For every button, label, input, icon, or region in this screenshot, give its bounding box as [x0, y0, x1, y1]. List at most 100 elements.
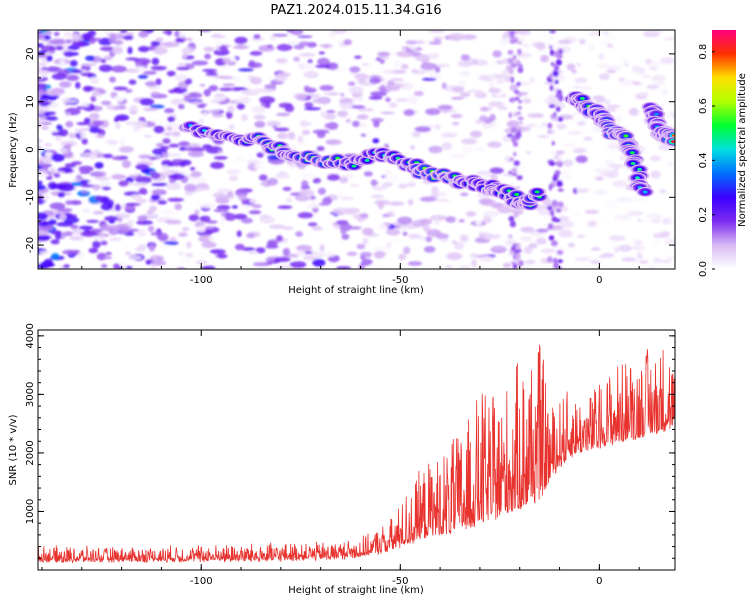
noise-blob	[341, 233, 350, 240]
snr-ticks: -100 -50 0 1000 2000 3000 4000	[25, 323, 675, 587]
noise-blob	[134, 121, 148, 129]
noise-blob	[153, 46, 168, 55]
noise-blob	[516, 258, 520, 264]
noise-blob	[372, 246, 389, 251]
noise-blob	[101, 100, 112, 106]
noise-blob	[557, 160, 562, 165]
noise-blob	[68, 132, 78, 139]
noise-blob	[517, 48, 522, 55]
noise-blob	[217, 149, 223, 154]
noise-blob	[395, 98, 409, 102]
noise-blob	[517, 64, 524, 67]
noise-blob	[98, 64, 113, 73]
noise-blob	[651, 75, 667, 82]
noise-blob	[128, 105, 139, 113]
noise-blob	[246, 233, 256, 239]
noise-blob	[312, 251, 325, 259]
noise-blob	[407, 96, 419, 104]
noise-blob	[214, 40, 223, 46]
noise-blob	[117, 226, 130, 234]
noise-blob	[167, 265, 179, 269]
colorbar-tick-label: 0.8	[698, 44, 709, 60]
noise-blob	[217, 253, 228, 259]
noise-blob	[259, 216, 275, 224]
noise-blob	[125, 57, 140, 61]
noise-blob	[198, 118, 205, 125]
noise-blob	[515, 59, 520, 64]
noise-blob	[38, 235, 51, 240]
noise-blob	[393, 69, 407, 74]
noise-blob	[136, 220, 154, 226]
noise-blob	[81, 138, 88, 145]
y-tick-label: 20	[25, 48, 36, 61]
noise-blob	[45, 116, 58, 121]
noise-blob	[298, 188, 315, 197]
noise-blob	[324, 113, 336, 120]
noise-blob	[603, 159, 614, 166]
noise-blob	[344, 145, 354, 150]
noise-blob	[290, 30, 304, 36]
noise-blob	[250, 88, 266, 94]
noise-blob	[469, 252, 479, 259]
noise-blob	[548, 255, 552, 261]
noise-blob	[536, 42, 546, 51]
noise-blob	[354, 73, 370, 81]
noise-blob	[553, 257, 558, 265]
noise-blob	[482, 65, 499, 70]
noise-blob	[264, 103, 271, 109]
noise-blob	[631, 244, 646, 251]
noise-blob	[254, 121, 266, 128]
noise-blob	[633, 239, 643, 246]
noise-blob	[209, 249, 226, 255]
noise-blob	[454, 242, 465, 250]
noise-blob	[378, 224, 388, 230]
noise-blob	[39, 115, 48, 121]
noise-blob	[85, 46, 96, 54]
noise-blob	[351, 105, 366, 109]
noise-blob	[440, 238, 449, 243]
noise-blob	[556, 180, 563, 187]
noise-blob	[452, 85, 465, 93]
noise-blob	[79, 170, 91, 175]
noise-blob	[118, 180, 129, 187]
noise-blob	[319, 111, 327, 117]
noise-blob	[95, 134, 105, 139]
noise-blob	[339, 176, 349, 184]
noise-blob	[59, 60, 66, 64]
noise-blob	[78, 165, 94, 172]
colorbar-label: Normalized spectral amplitude	[737, 73, 748, 227]
noise-blob	[150, 264, 156, 269]
noise-blob	[511, 39, 519, 43]
noise-blob	[317, 187, 326, 195]
noise-blob	[554, 79, 559, 85]
noise-blob	[188, 214, 199, 222]
noise-blob	[301, 180, 309, 188]
noise-blob	[488, 87, 501, 94]
noise-blob	[38, 220, 50, 227]
noise-blob	[557, 39, 572, 45]
noise-blob	[80, 127, 92, 131]
noise-blob	[264, 84, 275, 90]
noise-blob	[472, 59, 478, 65]
noise-blob	[38, 119, 44, 125]
noise-blob	[65, 39, 72, 44]
noise-blob	[170, 98, 181, 106]
noise-blob	[274, 127, 290, 132]
noise-blob	[57, 183, 75, 192]
noise-blob	[95, 176, 111, 181]
noise-blob	[145, 81, 158, 87]
noise-blob	[103, 55, 113, 61]
x-tick-label: -100	[190, 275, 213, 286]
noise-blob	[426, 229, 442, 237]
noise-blob	[143, 134, 153, 138]
noise-blob	[451, 240, 458, 245]
noise-blob	[198, 202, 216, 209]
noise-blob	[219, 45, 228, 52]
noise-blob	[312, 98, 329, 104]
noise-blob	[249, 198, 258, 204]
noise-blob	[234, 36, 248, 45]
noise-blob	[471, 259, 477, 267]
noise-blob	[529, 231, 542, 237]
noise-blob	[551, 240, 558, 247]
